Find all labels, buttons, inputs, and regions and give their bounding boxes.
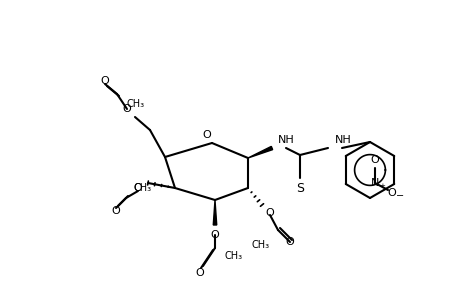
Text: O: O <box>123 104 131 114</box>
Text: +: + <box>378 183 384 189</box>
Text: O: O <box>195 268 204 278</box>
Polygon shape <box>247 146 272 158</box>
Text: CH₃: CH₃ <box>252 240 269 250</box>
Text: CH₃: CH₃ <box>224 251 243 261</box>
Text: O: O <box>285 237 294 247</box>
Text: NH: NH <box>277 135 294 145</box>
Text: O: O <box>101 76 109 86</box>
Text: N: N <box>370 178 378 188</box>
Text: O: O <box>370 155 379 165</box>
Text: CH₃: CH₃ <box>127 99 145 109</box>
Text: NH: NH <box>334 135 351 145</box>
Text: O: O <box>387 188 396 198</box>
Polygon shape <box>213 200 216 225</box>
Text: −: − <box>395 191 403 201</box>
Text: O: O <box>133 183 142 193</box>
Text: S: S <box>295 182 303 194</box>
Text: O: O <box>210 230 219 240</box>
Text: CH₃: CH₃ <box>134 183 152 193</box>
Text: O: O <box>112 206 120 216</box>
Text: O: O <box>265 208 274 218</box>
Text: O: O <box>202 130 211 140</box>
